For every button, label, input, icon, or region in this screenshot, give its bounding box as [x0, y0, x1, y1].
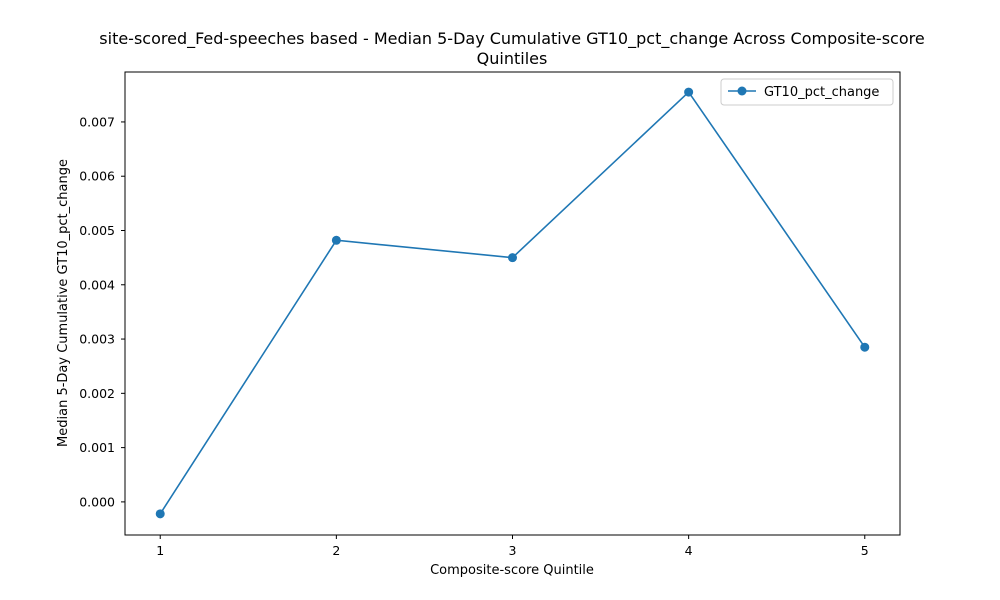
x-tick-label: 1 [156, 543, 164, 558]
y-tick-label: 0.005 [79, 223, 115, 238]
series-point [331, 235, 341, 245]
legend: GT10_pct_change [720, 78, 894, 106]
x-tick-label: 5 [861, 543, 869, 558]
legend-box [720, 78, 894, 106]
y-tick-label: 0.001 [79, 440, 115, 455]
x-tick-label: 2 [332, 543, 340, 558]
legend-label: GT10_pct_change [764, 85, 879, 100]
x-tick-label: 4 [685, 543, 693, 558]
series-point [508, 253, 517, 263]
y-tick-label: 0.006 [79, 169, 115, 184]
series-point [860, 342, 870, 352]
x-axis-label: Composite-score Quintile [430, 563, 594, 578]
y-tick-label: 0.003 [79, 332, 115, 347]
x-axis-ticks: 1 2 3 4 5 [156, 535, 869, 558]
y-tick-label: 0.004 [79, 277, 115, 292]
y-tick-label: 0.002 [79, 386, 115, 401]
y-tick-label: 0.000 [79, 494, 115, 509]
series-point [684, 87, 694, 97]
y-axis-label: Median 5-Day Cumulative GT10_pct_change [56, 159, 71, 447]
series-point [155, 509, 165, 519]
series-points [155, 87, 870, 519]
chart-title-line-2: Quintiles [477, 49, 548, 68]
y-tick-label: 0.007 [79, 114, 115, 129]
chart-title-line-1: site-scored_Fed-speeches based - Median … [99, 29, 924, 49]
plot-frame [124, 71, 901, 536]
x-tick-label: 3 [509, 543, 517, 558]
y-axis-ticks: 0.000 0.001 0.002 0.003 0.004 0.005 0.006 0.007 [79, 114, 125, 509]
legend-marker-swatch [737, 86, 747, 96]
